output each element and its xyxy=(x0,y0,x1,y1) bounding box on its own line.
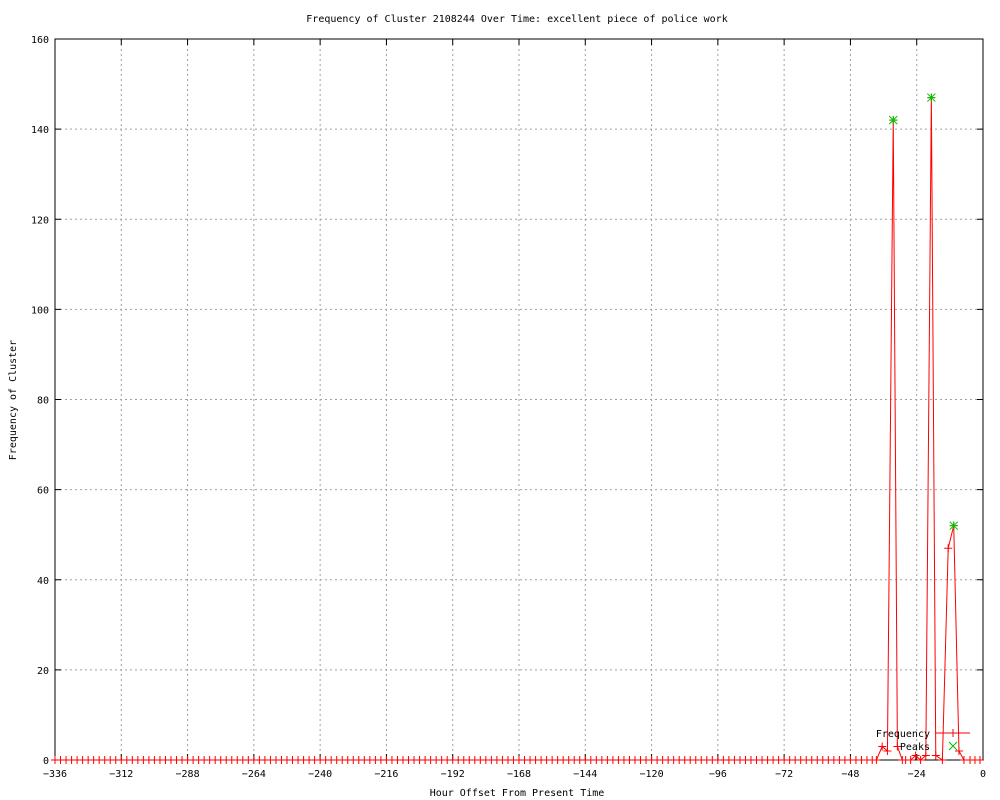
y-tick-label: 20 xyxy=(37,666,49,677)
x-tick-label: −336 xyxy=(43,769,67,780)
peak-point-plus xyxy=(889,116,898,125)
y-tick-label: 40 xyxy=(37,576,49,587)
legend-label-frequency: Frequency xyxy=(876,729,930,740)
y-tick-label: 80 xyxy=(37,396,49,407)
x-tick-label: −312 xyxy=(109,769,133,780)
frequency-point xyxy=(938,756,947,764)
y-tick-label: 120 xyxy=(31,215,49,226)
x-tick-label: 0 xyxy=(980,769,986,780)
frequency-point xyxy=(883,746,892,755)
peak-point-plus xyxy=(927,93,936,102)
frequency-point xyxy=(975,756,984,764)
grid xyxy=(55,39,983,760)
x-tick-label: −24 xyxy=(908,769,926,780)
x-tick-label: −120 xyxy=(640,769,664,780)
x-tick-label: −264 xyxy=(242,769,266,780)
legend-label-peaks: Peaks xyxy=(900,742,930,753)
frequency-point xyxy=(878,742,887,751)
frequency-point xyxy=(911,751,920,760)
x-tick-label: −192 xyxy=(441,769,465,780)
legend: Frequency Peaks xyxy=(876,729,970,753)
frequency-point xyxy=(954,746,963,755)
peak-point-plus xyxy=(949,521,958,530)
x-axis-label: Hour Offset From Present Time xyxy=(430,788,605,799)
chart-title: Frequency of Cluster 2108244 Over Time: … xyxy=(306,14,727,25)
frequency-point xyxy=(916,756,925,764)
y-tick-label: 160 xyxy=(31,35,49,46)
frequency-point xyxy=(906,756,915,764)
y-tick-label: 100 xyxy=(31,305,49,316)
frequency-point xyxy=(872,756,881,764)
y-tick-label: 140 xyxy=(31,125,49,136)
y-axis-label: Frequency of Cluster xyxy=(8,340,19,460)
axes: −336 −312 −288 −264 −240 −216 −192 −168 −144 −120… xyxy=(31,35,986,780)
x-tick-label: −72 xyxy=(775,769,793,780)
x-tick-label: −96 xyxy=(709,769,727,780)
y-tick-label: 0 xyxy=(43,756,49,767)
legend-marker-frequency xyxy=(949,729,957,737)
x-tick-label: −144 xyxy=(573,769,597,780)
x-tick-label: −168 xyxy=(507,769,531,780)
y-tick-label: 60 xyxy=(37,486,49,497)
plot-area xyxy=(51,93,984,764)
frequency-point xyxy=(893,742,902,751)
frequency-line xyxy=(55,97,980,761)
x-tick-label: −216 xyxy=(374,769,398,780)
frequency-point xyxy=(921,751,930,760)
frequency-point xyxy=(944,544,953,553)
frequency-point xyxy=(931,751,940,760)
x-tick-label: −288 xyxy=(176,769,200,780)
x-tick-label: −240 xyxy=(308,769,332,780)
x-tick-label: −48 xyxy=(841,769,859,780)
legend-marker-peaks xyxy=(948,741,958,751)
